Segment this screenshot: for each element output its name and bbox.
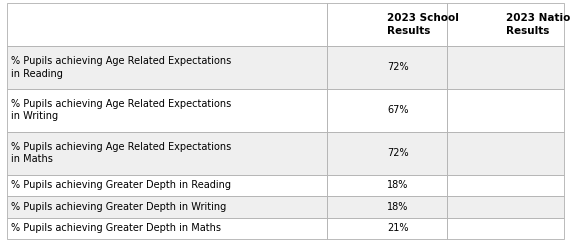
Text: 72%: 72% [387,148,409,158]
Text: % Pupils achieving Greater Depth in Reading: % Pupils achieving Greater Depth in Read… [11,181,231,190]
Text: % Pupils achieving Age Related Expectations
in Writing: % Pupils achieving Age Related Expectati… [11,99,232,121]
Text: % Pupils achieving Age Related Expectations
in Maths: % Pupils achieving Age Related Expectati… [11,142,232,164]
Text: 18%: 18% [387,181,409,190]
Bar [327,46,447,89]
Bar [327,196,447,218]
Text: 2023 National
Results: 2023 National Results [506,13,571,36]
Text: 2023 School
Results: 2023 School Results [387,13,459,36]
Bar [447,46,564,89]
Bar [327,132,447,175]
Text: 18%: 18% [387,202,409,212]
Bar [7,46,327,89]
Bar [327,89,447,132]
Text: 72%: 72% [387,62,409,72]
Bar [7,196,327,218]
Bar [447,89,564,132]
Bar [7,132,327,175]
Bar [327,218,447,239]
Text: % Pupils achieving Greater Depth in Maths: % Pupils achieving Greater Depth in Math… [11,223,222,233]
Bar [7,218,327,239]
Text: % Pupils achieving Greater Depth in Writing: % Pupils achieving Greater Depth in Writ… [11,202,227,212]
Text: 21%: 21% [387,223,409,233]
Text: 67%: 67% [387,105,409,115]
Bar [447,218,564,239]
Bar [7,175,327,196]
Bar [7,3,327,46]
Bar [447,175,564,196]
Bar [447,3,564,46]
Text: % Pupils achieving Age Related Expectations
in Reading: % Pupils achieving Age Related Expectati… [11,56,232,78]
Bar [447,132,564,175]
Bar [7,89,327,132]
Bar [327,3,447,46]
Bar [447,196,564,218]
Bar [327,175,447,196]
